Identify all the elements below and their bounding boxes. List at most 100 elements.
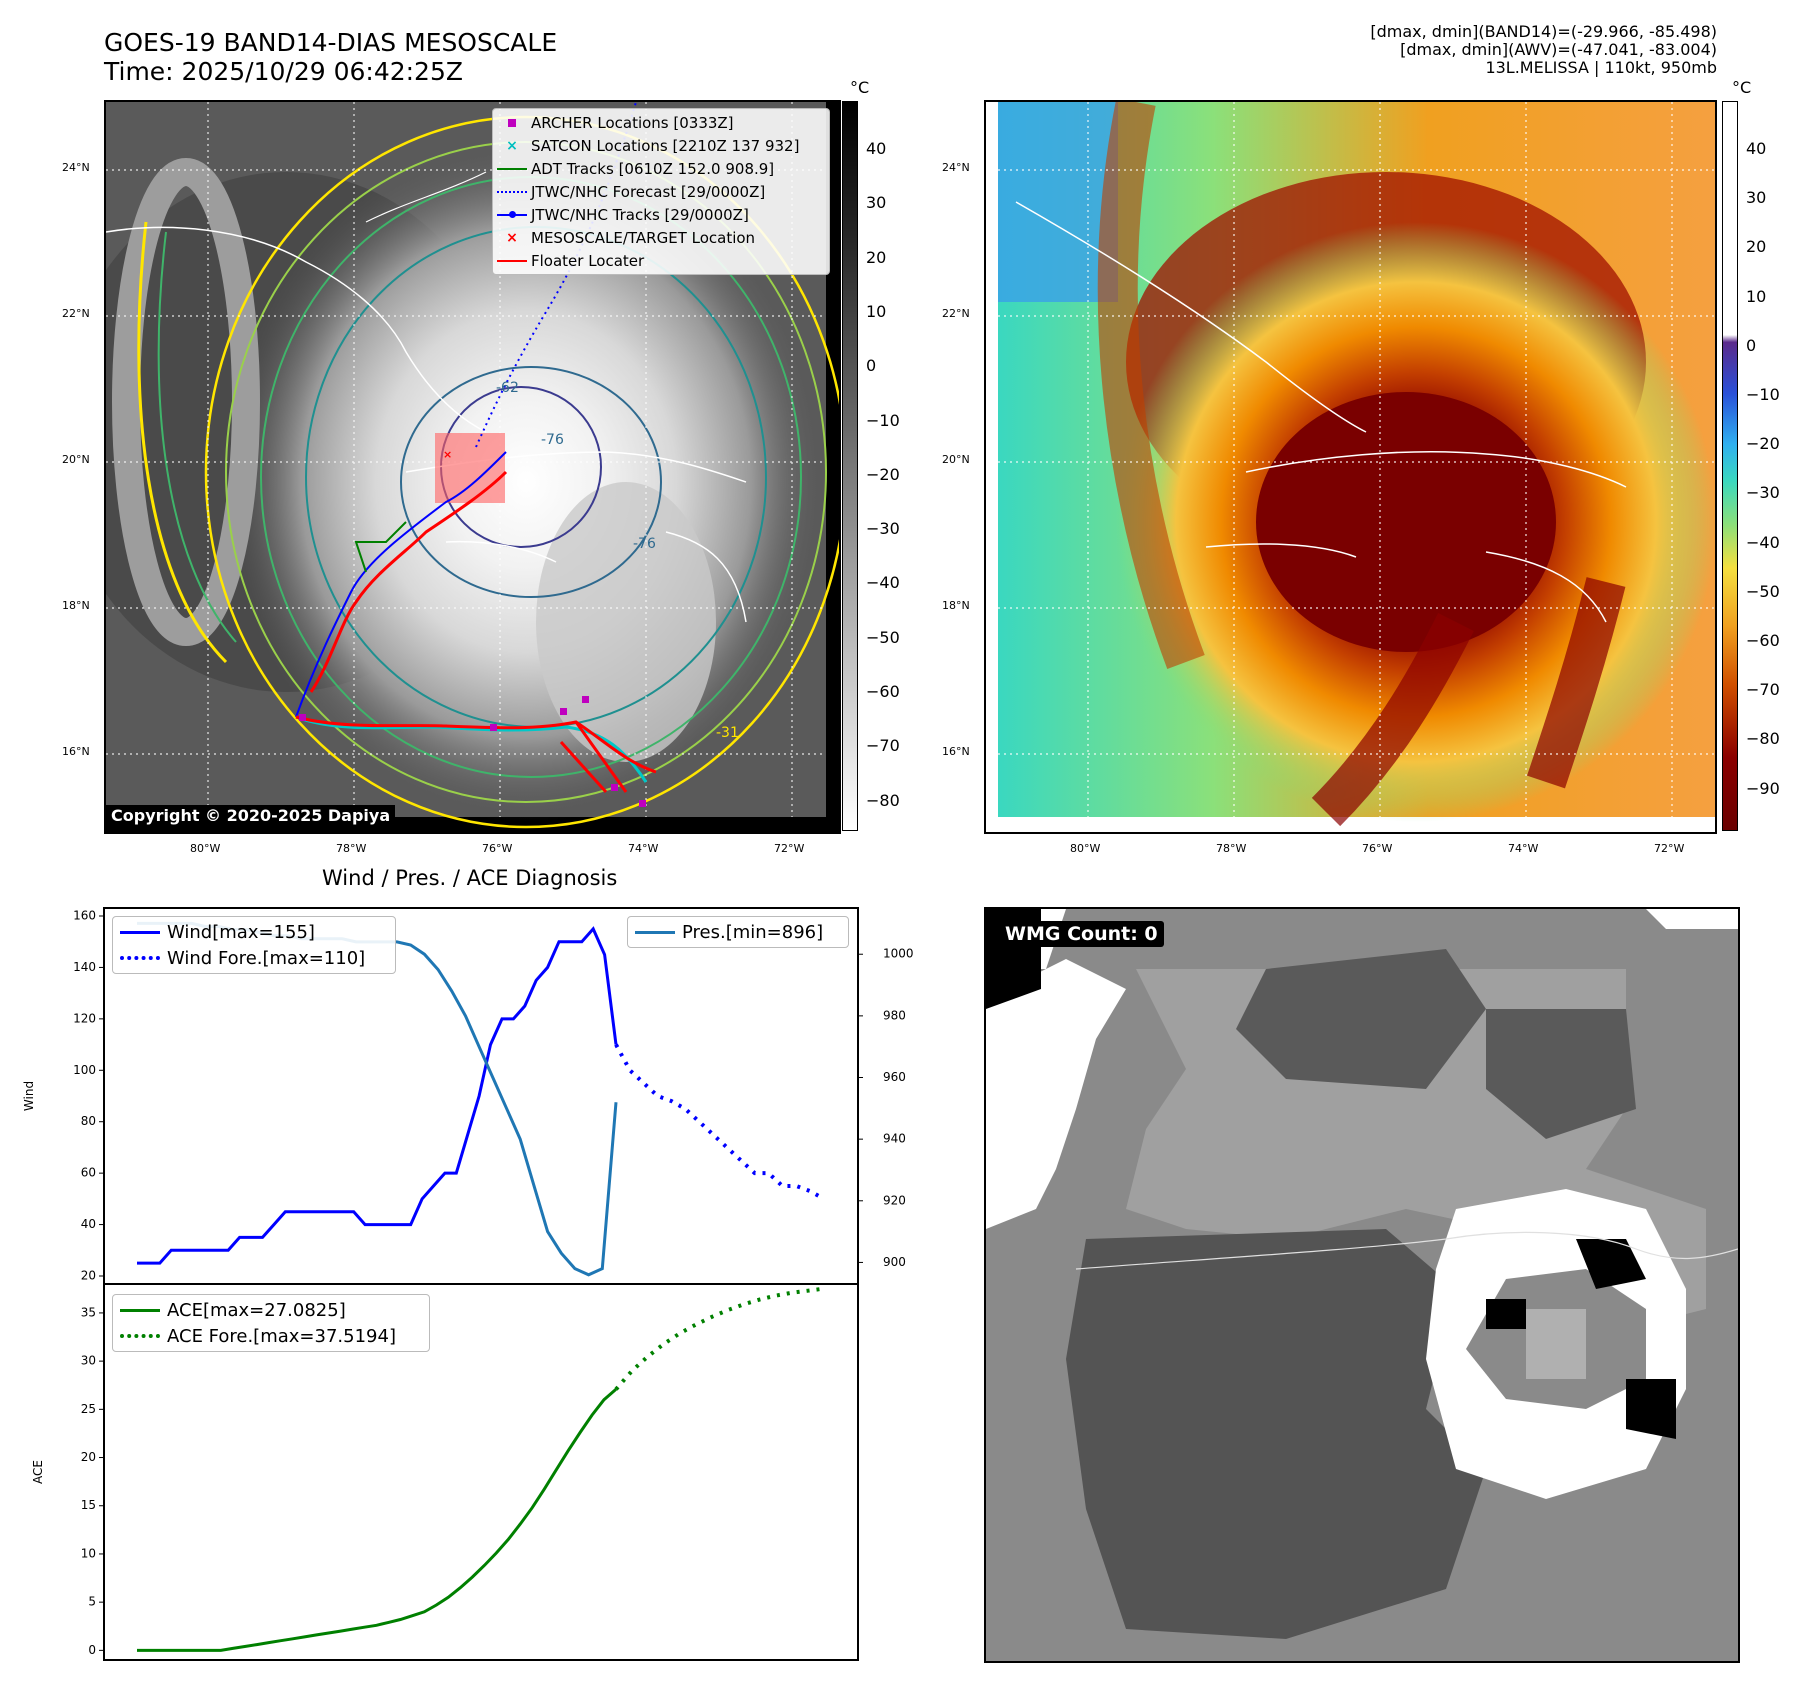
figure-right-title: [dmax, dmin](BAND14)=(-29.966, -85.498) … [1370, 23, 1717, 77]
pressure-tick-label: 960 [883, 1070, 906, 1084]
legend-item-mesoscale: × MESOSCALE/TARGET Location [493, 226, 829, 249]
lat-tick: 20°N [942, 453, 970, 466]
ace-tick-label: 0 [88, 1643, 96, 1657]
colorbar-tick-label: −80 [866, 790, 900, 810]
dotted-line-icon [497, 190, 527, 193]
wind-tick-label: 140 [73, 960, 96, 974]
floater-target-box [435, 433, 505, 503]
colorbar-tick-label: 10 [866, 301, 887, 321]
contour-label: -31 [716, 725, 739, 741]
colorbar-tick-label: −60 [866, 682, 900, 701]
wind-tick-label: 160 [73, 909, 96, 923]
pressure-tick-label: 920 [883, 1193, 906, 1207]
colorbar-tick-label: 0 [866, 356, 877, 376]
legend-item-pres: Pres.[min=896] [628, 919, 848, 945]
legend-label: ACE[max=27.0825] [167, 1299, 346, 1321]
wind-tick-label: 20 [81, 1269, 96, 1283]
colorbar-tick-label: −60 [1746, 631, 1780, 650]
lon-tick: 76°W [1362, 842, 1393, 855]
legend-item-tracks: JTWC/NHC Tracks [29/0000Z] [493, 203, 829, 226]
wind-tick-label: 60 [81, 1166, 96, 1180]
awv-map-panel [984, 100, 1717, 834]
solid-line-icon [497, 259, 527, 262]
wind-series-line [137, 926, 618, 1265]
pressure-tick-label: 1000 [883, 947, 914, 961]
colorbar-tick-label: −90 [1746, 778, 1780, 798]
ace-plot-frame [103, 1283, 859, 1661]
pres-legend: Pres.[min=896] [627, 916, 849, 948]
lat-tick: 16°N [62, 745, 90, 758]
wind-tick-label: 80 [81, 1114, 96, 1128]
right-title-line2: [dmax, dmin](AWV)=(-47.041, -83.004) [1400, 40, 1717, 59]
pressure-tick-label: 900 [883, 1255, 906, 1269]
right-title-line3: 13L.MELISSA | 110kt, 950mb [1485, 58, 1717, 77]
legend-item-ace: ACE[max=27.0825] [113, 1297, 429, 1323]
legend-label: Pres.[min=896] [682, 921, 824, 943]
colorbar-tick-label: −50 [1746, 581, 1780, 601]
colorbar-left-unit: °C [850, 78, 870, 97]
pressure-series-line [137, 921, 618, 1277]
contour-label: -76 [633, 536, 656, 552]
ace-forecast-line [614, 1286, 825, 1391]
lat-tick: 16°N [942, 745, 970, 758]
wmg-panel: WMG Count: 0 [984, 907, 1740, 1663]
lon-tick: 78°W [336, 842, 367, 855]
contour-label: -76 [541, 432, 564, 448]
colorbar-tick-label: −20 [1746, 434, 1780, 454]
figure-title-line1: GOES-19 BAND14-DIAS MESOSCALE [104, 28, 558, 57]
wmg-count-badge: WMG Count: 0 [999, 921, 1164, 947]
lat-tick: 20°N [62, 453, 90, 466]
solid-line-icon [497, 167, 527, 170]
svg-text:×: × [443, 448, 452, 461]
legend-label: ACE Fore.[max=37.5194] [167, 1325, 396, 1347]
dotted-line-icon [120, 1334, 160, 1338]
figure-title: GOES-19 BAND14-DIAS MESOSCALE Time: 2025… [104, 28, 557, 86]
lat-tick: 24°N [62, 161, 90, 174]
copyright-badge: Copyright © 2020-2025 Dapiya [106, 805, 396, 826]
colorbar-tick-label: 30 [866, 193, 887, 213]
wind-forecast-line [614, 1043, 825, 1201]
lon-tick: 78°W [1216, 842, 1247, 855]
contour-label: -62 [496, 380, 519, 396]
ace-tick-label: 30 [81, 1354, 96, 1368]
colorbar-tick-label: −10 [1746, 385, 1780, 404]
lat-tick: 24°N [942, 161, 970, 174]
colorbar-tick-label: −70 [866, 736, 900, 756]
legend-label: Wind[max=155] [167, 921, 315, 943]
legend-label: JTWC/NHC Forecast [29/0000Z] [531, 182, 766, 201]
colorbar-tick-label: −10 [866, 410, 900, 430]
colorbar-tick-label: 0 [1746, 335, 1757, 355]
dotted-line-icon [120, 956, 160, 960]
colorbar-tick-label: 20 [866, 247, 887, 267]
legend-label: Wind Fore.[max=110] [167, 947, 366, 969]
lon-tick: 80°W [1070, 842, 1101, 855]
colorbar-tick-label: 40 [1746, 139, 1767, 158]
pressure-tick-label: 940 [883, 1132, 906, 1146]
colorbar-tick-label: −30 [866, 519, 900, 539]
ir-map-image: × -76 -76 -62 -31 [106, 102, 839, 829]
colorbar-right [1722, 101, 1738, 831]
wmg-image [986, 909, 1738, 1661]
map-legend: ARCHER Locations [0333Z] × SATCON Locatio… [492, 108, 830, 275]
solid-line-icon [635, 930, 675, 934]
ace-tick-label: 25 [81, 1402, 96, 1416]
lon-tick: 72°W [1654, 842, 1685, 855]
ace-tick-label: 10 [81, 1546, 96, 1560]
lon-tick: 72°W [774, 842, 805, 855]
colorbar-tick-label: 20 [1746, 237, 1767, 257]
legend-label: Floater Locater [531, 251, 645, 270]
colorbar-right-unit: °C [1732, 78, 1752, 97]
legend-label: SATCON Locations [2210Z 137 932] [531, 136, 800, 155]
legend-label: JTWC/NHC Tracks [29/0000Z] [531, 205, 749, 224]
ace-tick-label: 35 [81, 1305, 96, 1319]
legend-label: ARCHER Locations [0333Z] [531, 113, 734, 132]
square-marker-icon [508, 118, 516, 127]
right-title-line1: [dmax, dmin](BAND14)=(-29.966, -85.498) [1370, 22, 1717, 41]
ace-axis-label: ACE [31, 1460, 45, 1484]
colorbar-tick-label: 40 [866, 139, 887, 158]
wind-tick-label: 120 [73, 1011, 96, 1025]
ace-tick-label: 15 [81, 1498, 96, 1512]
colorbar-tick-label: −80 [1746, 729, 1780, 749]
colorbar-tick-label: −20 [866, 464, 900, 484]
line-dot-icon [497, 210, 527, 218]
